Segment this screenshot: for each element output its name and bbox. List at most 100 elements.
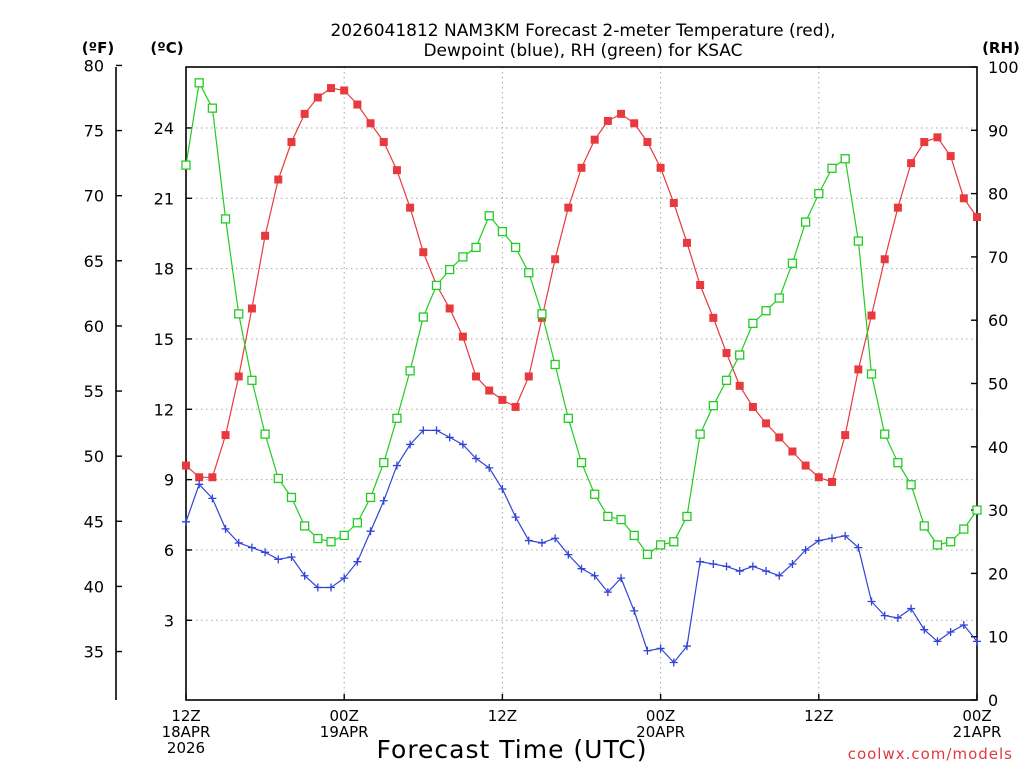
data-point-marker: [656, 163, 665, 172]
data-point-marker: [445, 433, 454, 442]
data-point-marker: [893, 457, 903, 468]
data-point-marker: [352, 518, 363, 528]
rh-tick-label: 0: [988, 691, 998, 710]
fahrenheit-tick-label: 60: [84, 317, 104, 336]
data-point-marker: [669, 198, 678, 207]
celsius-unit-label: (ºC): [150, 39, 183, 57]
celsius-tick-label: 6: [164, 541, 174, 560]
data-point-marker: [498, 395, 507, 404]
data-point-marker: [234, 538, 243, 547]
series-line: [185, 87, 978, 483]
data-point-marker: [880, 429, 890, 439]
data-point-marker: [564, 203, 573, 212]
data-point-marker: [287, 138, 296, 147]
data-point-marker: [629, 530, 639, 541]
data-point-marker: [590, 135, 599, 144]
data-point-marker: [748, 402, 757, 411]
data-point-marker: [484, 211, 494, 221]
data-point-marker: [577, 163, 586, 172]
data-point-marker: [207, 103, 218, 113]
data-point-marker: [498, 485, 507, 493]
credit-text: coolwx.com/models: [848, 745, 1013, 763]
celsius-tick-label: 3: [164, 611, 174, 630]
data-point-marker: [208, 473, 217, 482]
data-point-marker: [392, 413, 402, 423]
fahrenheit-tick-label: 70: [84, 187, 104, 206]
data-point-marker: [735, 381, 744, 390]
data-point-marker: [643, 646, 652, 655]
x-tick-label: 00Z: [962, 707, 991, 725]
data-point-marker: [182, 461, 190, 470]
data-point-marker: [379, 138, 388, 147]
data-point-marker: [273, 473, 283, 484]
x-tick-label: 21APR: [953, 723, 1002, 741]
rh-tick-label: 80: [988, 185, 1008, 204]
data-point-marker: [366, 119, 375, 128]
data-point-marker: [194, 78, 204, 88]
data-point-marker: [919, 521, 929, 531]
data-point-marker: [247, 375, 257, 385]
data-point-marker: [419, 248, 428, 257]
data-point-marker: [327, 84, 336, 93]
data-point-marker: [511, 513, 520, 522]
data-point-marker: [669, 537, 679, 547]
data-point-marker: [946, 628, 955, 637]
data-point-marker: [735, 350, 745, 360]
data-point-marker: [208, 494, 217, 503]
data-point-marker: [576, 457, 587, 468]
data-point-marker: [774, 293, 784, 303]
series-layer: [181, 78, 982, 667]
data-point-marker: [537, 309, 547, 319]
data-point-marker: [458, 440, 467, 449]
data-point-marker: [735, 567, 744, 576]
data-point-marker: [590, 571, 599, 580]
chart-title-line2: Dewpoint (blue), RH (green) for KSAC: [423, 41, 742, 61]
data-point-marker: [655, 540, 666, 550]
data-point-marker: [854, 543, 863, 552]
data-point-marker: [893, 613, 902, 622]
grid-layer: [186, 67, 977, 700]
data-point-marker: [300, 109, 309, 118]
data-point-marker: [617, 574, 626, 583]
data-point-marker: [485, 386, 494, 395]
data-point-marker: [801, 545, 810, 554]
data-point-marker: [603, 116, 612, 125]
data-point-marker: [234, 372, 243, 381]
data-point-marker: [841, 531, 850, 540]
data-point-marker: [972, 505, 982, 515]
data-point-marker: [431, 280, 442, 291]
rh-tick-label: 70: [988, 248, 1008, 267]
x-tick-label: 12Z: [804, 707, 833, 725]
data-point-marker: [630, 119, 639, 128]
data-point-marker: [313, 93, 322, 102]
data-point-marker: [472, 454, 481, 463]
celsius-tick-label: 18: [154, 260, 174, 279]
data-point-marker: [893, 203, 902, 212]
data-point-marker: [762, 419, 771, 428]
data-point-marker: [906, 480, 916, 490]
data-point-marker: [853, 236, 863, 246]
data-point-marker: [827, 477, 836, 486]
data-point-marker: [406, 203, 415, 212]
data-point-marker: [445, 264, 455, 275]
fahrenheit-tick-label: 35: [84, 643, 104, 662]
data-point-marker: [221, 524, 230, 533]
x-axis-title: Forecast Time (UTC): [377, 735, 648, 764]
data-point-marker: [551, 255, 560, 264]
data-point-marker: [748, 562, 757, 571]
data-point-marker: [841, 431, 850, 440]
fahrenheit-tick-label: 40: [84, 577, 104, 596]
data-point-marker: [696, 281, 705, 290]
data-point-marker: [880, 255, 889, 264]
data-point-marker: [708, 401, 718, 411]
data-point-marker: [762, 567, 771, 576]
celsius-tick-label: 15: [154, 330, 174, 349]
data-point-marker: [840, 154, 850, 164]
x-tick-label: 00Z: [330, 707, 359, 725]
data-point-marker: [590, 489, 600, 499]
data-point-marker: [959, 194, 968, 203]
data-point-marker: [221, 431, 230, 440]
data-point-marker: [814, 188, 824, 199]
x-tick-label: 12Z: [171, 707, 200, 725]
